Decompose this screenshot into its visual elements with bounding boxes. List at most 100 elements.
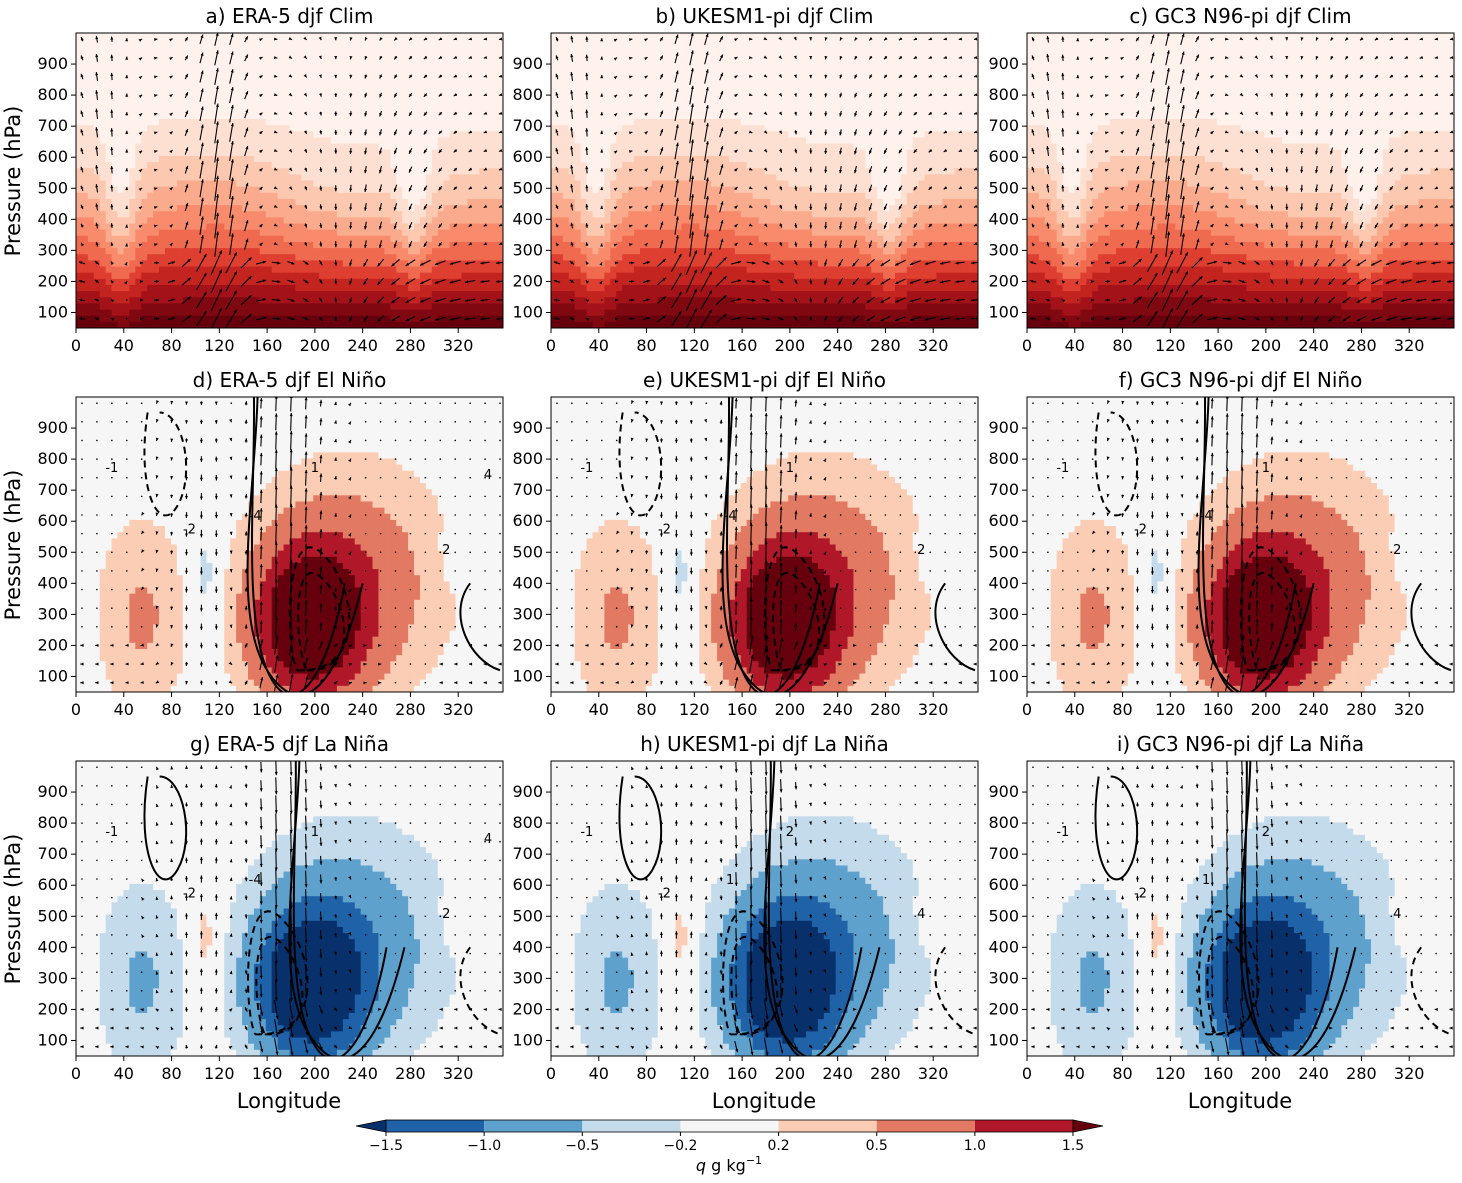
field-cell xyxy=(449,180,457,188)
field-cell xyxy=(669,51,677,59)
vector-head xyxy=(405,262,410,266)
field-cell xyxy=(936,39,944,46)
field-cell xyxy=(354,303,362,311)
vector-head xyxy=(420,281,424,284)
field-cell xyxy=(437,168,445,175)
field-cell xyxy=(76,217,83,225)
field-cell xyxy=(877,45,884,53)
field-cell xyxy=(782,39,789,46)
field-cell xyxy=(301,192,308,200)
field-cell xyxy=(76,260,83,268)
field-cell xyxy=(390,76,397,83)
y-tick-label: 300 xyxy=(37,240,68,259)
field-cell xyxy=(336,39,344,46)
field-cell xyxy=(76,45,83,53)
field-cell xyxy=(159,248,166,255)
vector-head xyxy=(153,56,158,60)
field-cell xyxy=(408,303,415,311)
field-cell xyxy=(437,217,445,225)
field-cell xyxy=(123,272,130,280)
field-cell xyxy=(87,272,95,280)
field-cell xyxy=(497,94,503,102)
field-cell xyxy=(473,88,480,96)
field-cell xyxy=(283,198,291,206)
field-cell xyxy=(414,260,421,268)
field-cell xyxy=(188,112,196,120)
field-cell xyxy=(681,63,688,71)
field-cell xyxy=(325,33,332,40)
field-cell xyxy=(485,266,492,274)
field-cell xyxy=(746,39,754,46)
field-cell xyxy=(467,88,474,96)
field-cell xyxy=(331,223,338,231)
field-cell xyxy=(153,284,160,292)
field-cell xyxy=(236,254,243,261)
field-cell xyxy=(443,180,451,188)
field-cell xyxy=(105,260,113,268)
field-cell xyxy=(259,248,267,255)
field-cell xyxy=(461,100,469,108)
field-cell xyxy=(76,57,83,65)
vector-head xyxy=(468,111,473,115)
field-cell xyxy=(313,272,320,280)
vector-head xyxy=(423,243,427,247)
field-cell xyxy=(491,94,498,102)
field-cell xyxy=(331,168,338,175)
field-cell xyxy=(425,205,433,212)
field-cell xyxy=(348,69,356,77)
field-cell xyxy=(283,229,291,237)
field-cell xyxy=(271,39,279,46)
field-cell xyxy=(894,33,902,40)
field-cell xyxy=(147,303,154,311)
field-cell xyxy=(331,155,338,163)
vector-head xyxy=(349,207,353,211)
field-cell xyxy=(431,241,439,249)
field-cell xyxy=(313,149,320,157)
field-cell xyxy=(277,88,285,96)
field-cell xyxy=(105,186,113,194)
field-cell xyxy=(325,223,332,231)
field-cell xyxy=(906,33,914,40)
field-cell xyxy=(485,205,492,212)
vector-head xyxy=(379,93,383,98)
field-cell xyxy=(378,260,385,268)
field-cell xyxy=(194,88,202,96)
field-cell xyxy=(948,63,955,71)
vector-head xyxy=(319,206,323,210)
field-cell xyxy=(319,51,326,59)
field-cell xyxy=(823,69,831,77)
field-cell xyxy=(265,168,273,175)
field-cell xyxy=(372,174,380,182)
field-cell xyxy=(206,309,213,317)
field-cell xyxy=(699,69,706,77)
field-cell xyxy=(354,149,362,157)
field-cell xyxy=(740,76,748,83)
field-cell xyxy=(894,69,902,77)
field-cell xyxy=(948,45,955,53)
field-cell xyxy=(230,168,237,175)
field-cell xyxy=(491,198,498,206)
field-cell xyxy=(467,131,474,139)
field-cell xyxy=(360,155,368,163)
field-cell xyxy=(574,39,582,46)
field-cell xyxy=(81,223,89,231)
field-cell xyxy=(455,137,463,145)
field-cell xyxy=(123,88,130,96)
field-cell xyxy=(817,39,825,46)
field-cell xyxy=(497,217,503,225)
field-cell xyxy=(491,303,498,311)
field-cell xyxy=(289,33,297,40)
field-cell xyxy=(253,51,261,59)
field-cell xyxy=(663,76,671,83)
field-cell xyxy=(443,143,451,151)
field-cell xyxy=(687,33,694,40)
field-cell xyxy=(289,241,297,249)
field-cell xyxy=(253,321,261,328)
field-cell xyxy=(153,39,160,46)
field-cell xyxy=(610,76,617,83)
field-cell xyxy=(135,112,142,120)
field-cell xyxy=(443,315,451,323)
field-cell xyxy=(182,254,190,261)
field-cell xyxy=(164,131,172,139)
field-cell xyxy=(271,229,279,237)
